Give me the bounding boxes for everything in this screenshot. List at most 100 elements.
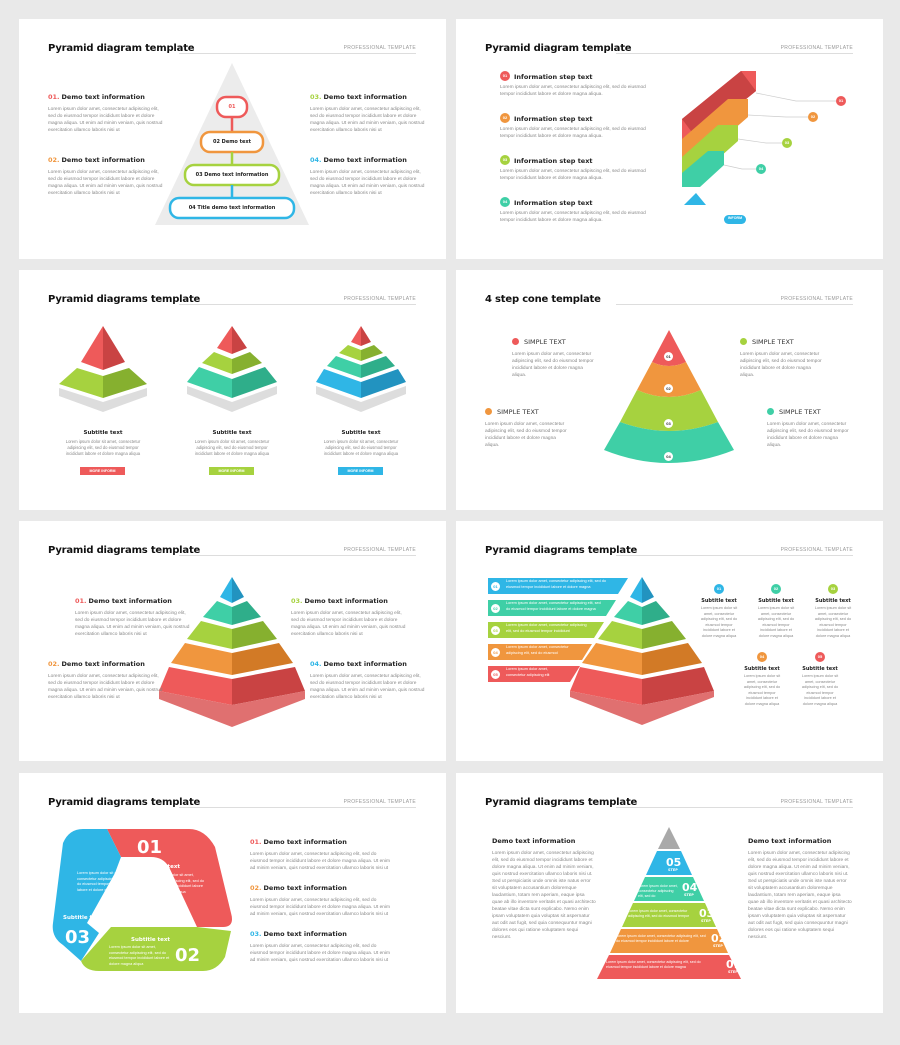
info-block-2: 02. Demo text information Lorem ipsum dol…	[48, 660, 163, 701]
pyramid-outline-graphic	[155, 63, 309, 225]
item-text: Lorem ipsum dolor amet, consectetur adip…	[310, 107, 425, 133]
item-number: 01.	[75, 597, 87, 605]
right-heading: Demo text information	[748, 837, 832, 845]
item-heading: Demo text information	[61, 660, 145, 668]
segment-subtitle: Subtitle text	[63, 915, 103, 921]
divider	[616, 304, 853, 305]
bullet-icon	[485, 408, 492, 415]
left-text-block: Demo text information Lorem ipsum dolor …	[492, 837, 596, 941]
item-number: 03.	[310, 93, 322, 101]
card-1: Subtitle text Lorem ipsum dolor sit amet…	[63, 430, 143, 457]
info-block-4: 04. Demo text information Lorem ipsum dol…	[310, 660, 425, 701]
sub-number: 02	[771, 584, 781, 594]
item-text: Lorem ipsum dolor amet, consectetur adip…	[250, 852, 390, 871]
segment-text: Lorem ipsum dolor sit amet, consectetur …	[147, 873, 204, 894]
info-block-1: 01. Demo text information Lorem ipsum dol…	[250, 838, 390, 872]
simple-block-2: SIMPLE TEXT Lorem ipsum dolor amet, cons…	[485, 408, 571, 449]
slide-3: Pyramid diagrams template PROFESSIONAL T…	[19, 270, 446, 510]
step-block-1: 01 Information step text Lorem ipsum dol…	[500, 71, 650, 98]
sub-number: 01	[714, 584, 724, 594]
step-heading: Information step text	[514, 157, 593, 165]
simple-block-4: SIMPLE TEXT Lorem ipsum dolor amet, cons…	[767, 408, 853, 449]
cone-level-1: 01	[664, 352, 673, 361]
simple-heading: SIMPLE TEXT	[752, 338, 794, 346]
simple-text: Lorem ipsum dolor amet, consectetur adip…	[740, 352, 822, 378]
slide-title: Pyramid diagrams template	[48, 294, 201, 305]
marker-dot: 03	[782, 138, 792, 148]
sub-block-5: 05 Subtitle text Lorem ipsum dolor sit a…	[799, 652, 841, 707]
info-block-2: 02. Demo text information Lorem ipsum dol…	[250, 884, 390, 918]
step-dot: 04	[500, 197, 510, 207]
simple-heading: SIMPLE TEXT	[497, 408, 539, 416]
simple-text: Lorem ipsum dolor amet, consectetur adip…	[512, 352, 594, 378]
step-block-2: 02 Information step text Lorem ipsum dol…	[500, 113, 650, 140]
more-inform-button[interactable]: MORE INFORM	[338, 467, 383, 475]
slide-title: Pyramid diagram template	[485, 43, 632, 54]
step-block-4: 04 Information step text Lorem ipsum dol…	[500, 197, 650, 224]
simple-block-3: SIMPLE TEXT Lorem ipsum dolor amet, cons…	[740, 338, 826, 379]
card-subtitle: Subtitle text	[83, 430, 123, 436]
sub-title: Subtitle text	[815, 598, 851, 604]
item-text: Lorem ipsum dolor amet, consectetur adip…	[291, 611, 406, 637]
slide-2: Pyramid diagram template PROFESSIONAL TE…	[456, 19, 883, 259]
step-text: Lorem ipsum dolor amet, consectetur adip…	[616, 934, 706, 943]
step-number: 05	[666, 856, 682, 869]
item-heading: Demo text information	[263, 930, 347, 938]
item-number: 03.	[291, 597, 303, 605]
step-text: Lorem ipsum dolor amet, consectetur adip…	[500, 169, 646, 181]
step-text: Lorem ipsum dolor amet, consectetur adip…	[638, 884, 678, 898]
step-number: 02	[711, 932, 727, 945]
sub-title: Subtitle text	[802, 666, 838, 672]
more-inform-button[interactable]: MORE INFORM	[209, 467, 254, 475]
item-number: 01.	[250, 838, 262, 846]
item-text: Lorem ipsum dolor amet, consectetur adip…	[48, 170, 163, 196]
simple-block-1: SIMPLE TEXT Lorem ipsum dolor amet, cons…	[512, 338, 598, 379]
slide-tag: PROFESSIONAL TEMPLATE	[780, 547, 853, 553]
card-subtitle: Subtitle text	[212, 430, 252, 436]
info-block-3: 03. Demo text information Lorem ipsum dol…	[250, 930, 390, 964]
sub-number: 05	[815, 652, 825, 662]
simple-heading: SIMPLE TEXT	[524, 338, 566, 346]
segment-number: 02	[175, 945, 201, 966]
item-number: 03.	[250, 930, 262, 938]
level-4-label: 04 Title demo text information	[188, 205, 276, 211]
card-text: Lorem ipsum dolor sit amet, consectetur …	[323, 439, 399, 456]
cone-level-2: 02	[664, 384, 673, 393]
slide-title: Pyramid diagram template	[48, 43, 195, 54]
item-heading: Demo text information	[61, 93, 145, 101]
step-block-3: 03 Information step text Lorem ipsum dol…	[500, 155, 650, 182]
3d-pyramid-graphic	[682, 71, 836, 224]
slide-7: Pyramid diagrams template PROFESSIONAL T…	[19, 773, 446, 1013]
card-subtitle: Subtitle text	[341, 430, 381, 436]
card-2: Subtitle text Lorem ipsum dolor sit amet…	[192, 430, 272, 457]
segment-text: Lorem ipsum dolor sit amet, consectetur …	[77, 871, 129, 892]
slide-8: Pyramid diagrams template PROFESSIONAL T…	[456, 773, 883, 1013]
slide-tag: PROFESSIONAL TEMPLATE	[780, 45, 853, 51]
slide-tag: PROFESSIONAL TEMPLATE	[780, 296, 853, 302]
left-heading: Demo text information	[492, 837, 576, 845]
inform-pill: INFORM	[727, 216, 743, 220]
item-number: 02.	[250, 884, 262, 892]
bar-text: Lorem ipsum dolor amet, consectetur adip…	[506, 601, 601, 611]
step-pyramid-graphic	[597, 827, 741, 979]
bar-number: 04	[490, 647, 501, 658]
bullet-icon	[740, 338, 747, 345]
sub-block-1: 01 Subtitle text Lorem ipsum dolor sit a…	[698, 584, 740, 639]
sub-block-2: 02 Subtitle text Lorem ipsum dolor sit a…	[755, 584, 797, 639]
divider	[616, 807, 853, 808]
bullet-icon	[512, 338, 519, 345]
bar-number: 02	[490, 603, 501, 614]
sub-text: Lorem ipsum dolor sit amet, consectetur …	[801, 674, 839, 706]
sub-title: Subtitle text	[758, 598, 794, 604]
more-inform-button[interactable]: MORE INFORM	[80, 467, 125, 475]
layered-pyramid-graphic	[159, 577, 305, 727]
segment-number: 01	[137, 837, 163, 858]
divider	[616, 53, 853, 54]
item-heading: Demo text information	[323, 156, 407, 164]
sub-text: Lorem ipsum dolor sit amet, consectetur …	[757, 606, 795, 638]
step-word: STEP	[713, 944, 723, 948]
divider	[179, 807, 416, 808]
info-block-3: 03. Demo text information Lorem ipsum dol…	[291, 597, 406, 638]
item-number: 02.	[48, 660, 60, 668]
item-heading: Demo text information	[304, 597, 388, 605]
